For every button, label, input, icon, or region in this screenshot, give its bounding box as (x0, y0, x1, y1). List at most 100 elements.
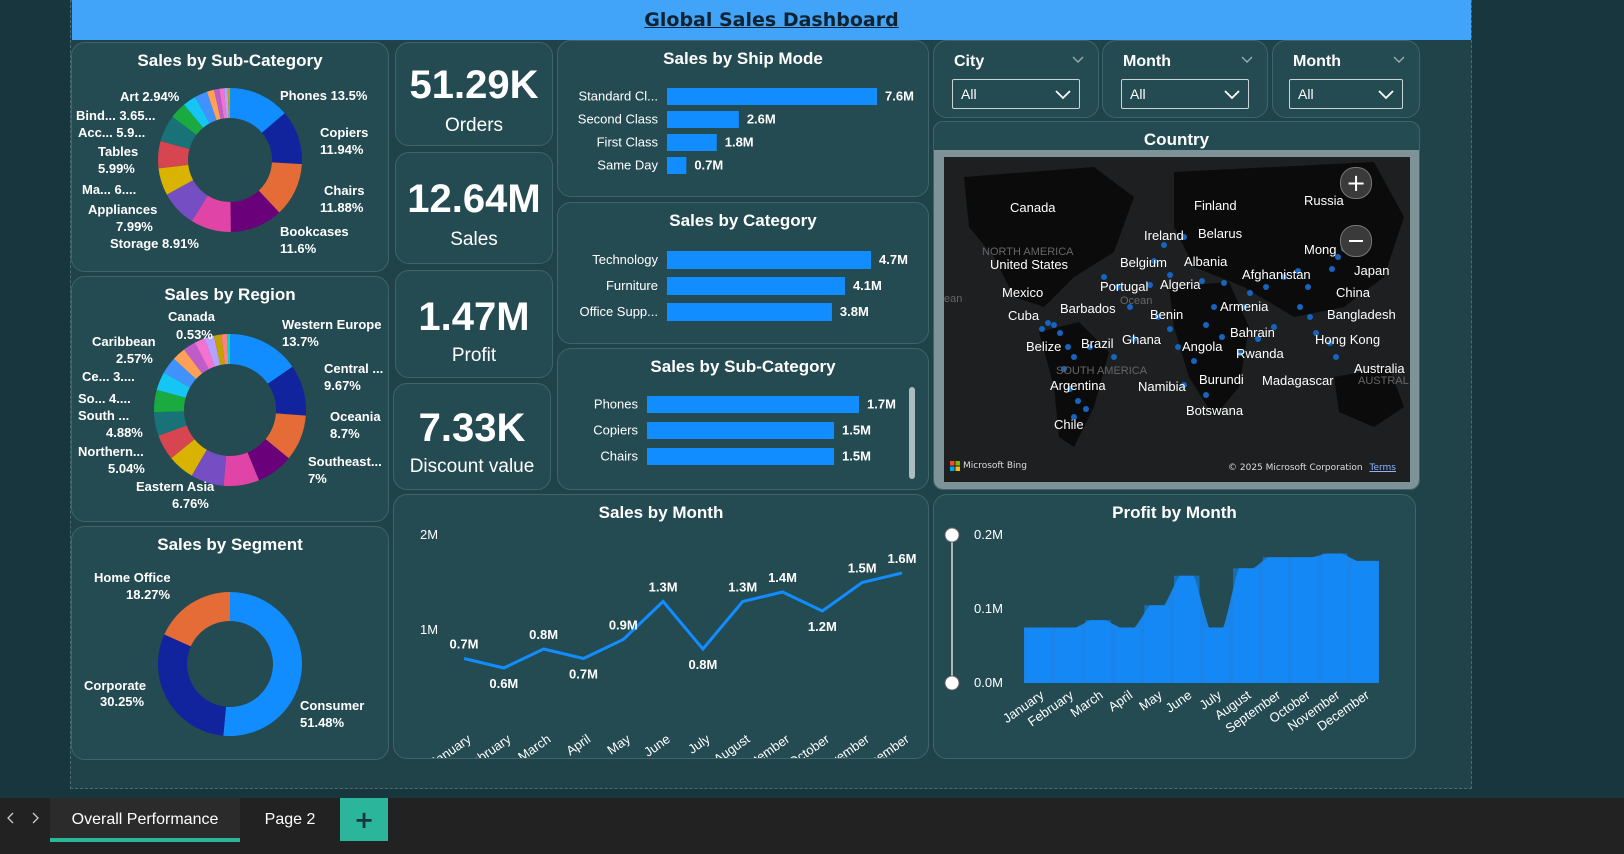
donut-slice[interactable] (158, 141, 190, 169)
donut-slice[interactable] (258, 162, 302, 213)
donut-slice[interactable] (221, 334, 229, 365)
donut-slice[interactable] (206, 89, 221, 121)
donut-slice[interactable] (219, 88, 227, 119)
slicer-month-2[interactable]: Month All (1272, 40, 1420, 118)
country-label[interactable]: Algeria (1160, 277, 1201, 292)
map-point[interactable] (1271, 324, 1277, 330)
chevron-down-icon[interactable] (1072, 53, 1084, 65)
terms-link[interactable]: Terms (1369, 463, 1396, 473)
country-label[interactable]: Belgium (1120, 255, 1167, 270)
profit-area[interactable] (1024, 553, 1379, 684)
range-slider-handle[interactable] (944, 527, 960, 543)
map-point[interactable] (1181, 234, 1187, 240)
map-point[interactable] (1045, 320, 1051, 326)
profit-bar[interactable] (1144, 605, 1170, 683)
donut-chart[interactable] (154, 334, 306, 486)
donut-chart[interactable] (158, 592, 302, 736)
country-label[interactable]: Barbados (1060, 301, 1116, 316)
map-point[interactable] (1101, 274, 1107, 280)
donut-slice[interactable] (158, 164, 194, 195)
country-label[interactable]: Mexico (1002, 285, 1044, 300)
map-point[interactable] (1191, 358, 1197, 364)
profit-bar[interactable] (1292, 557, 1318, 683)
scrollbar[interactable] (909, 387, 915, 479)
donut-slice[interactable] (156, 372, 190, 398)
donut-slice[interactable] (223, 452, 259, 486)
map-point[interactable] (1111, 354, 1117, 360)
country-label[interactable]: Armenia (1220, 299, 1269, 314)
country-label[interactable]: Benin (1150, 307, 1184, 322)
donut-slice[interactable] (213, 334, 225, 366)
map-point[interactable] (1057, 330, 1063, 336)
map-point[interactable] (1083, 406, 1089, 412)
donut-slice[interactable] (247, 439, 289, 481)
donut-slice[interactable] (160, 116, 197, 149)
country-label[interactable]: Brazil (1081, 336, 1114, 351)
country-label[interactable]: China (1336, 285, 1370, 300)
map-point[interactable] (1199, 278, 1205, 284)
map-point[interactable] (1061, 366, 1067, 372)
donut-slice[interactable] (171, 439, 207, 476)
map-point[interactable] (1295, 268, 1301, 274)
bar[interactable] (647, 396, 859, 413)
map-point[interactable] (1329, 266, 1335, 272)
map-point[interactable] (1075, 398, 1081, 404)
donut-slice[interactable] (223, 592, 302, 736)
bar[interactable] (647, 448, 835, 465)
map-point[interactable] (1237, 350, 1243, 356)
ship-mode-card[interactable]: Sales by Ship Mode Standard Cl... 7.6M Sec… (557, 40, 929, 197)
map-point[interactable] (1255, 336, 1261, 342)
bar[interactable] (667, 157, 687, 174)
donut-slice[interactable] (214, 88, 224, 120)
sales-month-card[interactable]: Sales by Month 2M 1M 0.7M January 0.6M Februa… (393, 494, 929, 759)
bar[interactable] (667, 88, 877, 105)
map-point[interactable] (1203, 322, 1209, 328)
map-point[interactable] (1131, 336, 1137, 342)
map-point[interactable] (1333, 354, 1339, 360)
map-point[interactable] (1247, 290, 1253, 296)
donut-slice[interactable] (158, 634, 227, 736)
map-point[interactable] (1203, 392, 1209, 398)
donut-slice[interactable] (191, 449, 227, 486)
country-label[interactable]: Botswana (1186, 403, 1244, 418)
donut-slice[interactable] (158, 425, 195, 459)
donut-slice[interactable] (194, 338, 215, 370)
country-label[interactable]: Afghanistan (1242, 267, 1311, 282)
donut-slice[interactable] (154, 411, 187, 436)
country-label[interactable]: Finland (1194, 198, 1237, 213)
donut-slice[interactable] (184, 342, 209, 374)
slicer-month-1[interactable]: Month All (1102, 40, 1268, 118)
map-point[interactable] (1039, 326, 1045, 332)
map-point[interactable] (1241, 304, 1247, 310)
bar[interactable] (667, 134, 717, 151)
donut-slice[interactable] (172, 104, 204, 135)
chevron-right-icon[interactable] (32, 812, 40, 824)
country-label[interactable]: Albania (1184, 254, 1228, 269)
month-dropdown[interactable]: All (1121, 79, 1249, 109)
donut-slice[interactable] (164, 592, 230, 647)
add-page-button[interactable]: + (340, 798, 388, 841)
profit-bar[interactable] (1262, 557, 1289, 683)
chevron-left-icon[interactable] (6, 812, 14, 824)
profit-bar[interactable] (1114, 627, 1141, 684)
profit-bar[interactable] (1203, 627, 1230, 684)
donut-chart[interactable] (158, 88, 302, 232)
tab-page-2[interactable]: Page 2 (244, 798, 336, 841)
map-point[interactable] (1211, 304, 1217, 310)
city-dropdown[interactable]: All (952, 79, 1080, 109)
donut-slice[interactable] (154, 389, 186, 413)
country-map-card[interactable]: Country NORTH AMERICA SOUTH AMERICA Ocea… (933, 121, 1420, 490)
map-point[interactable] (1087, 344, 1093, 350)
profit-bar[interactable] (1351, 560, 1377, 683)
country-label[interactable]: Bangladesh (1327, 307, 1396, 322)
map-point[interactable] (1065, 344, 1071, 350)
donut-slice[interactable] (230, 88, 285, 133)
bar[interactable] (667, 303, 832, 321)
country-label[interactable]: Belarus (1198, 226, 1243, 241)
country-label[interactable]: Hong Kong (1315, 332, 1381, 347)
bar[interactable] (667, 251, 871, 269)
country-label[interactable]: Ireland (1144, 228, 1184, 243)
country-label[interactable]: Rwanda (1236, 346, 1284, 361)
chevron-down-icon[interactable] (1393, 53, 1405, 65)
map-point[interactable] (1221, 280, 1227, 286)
